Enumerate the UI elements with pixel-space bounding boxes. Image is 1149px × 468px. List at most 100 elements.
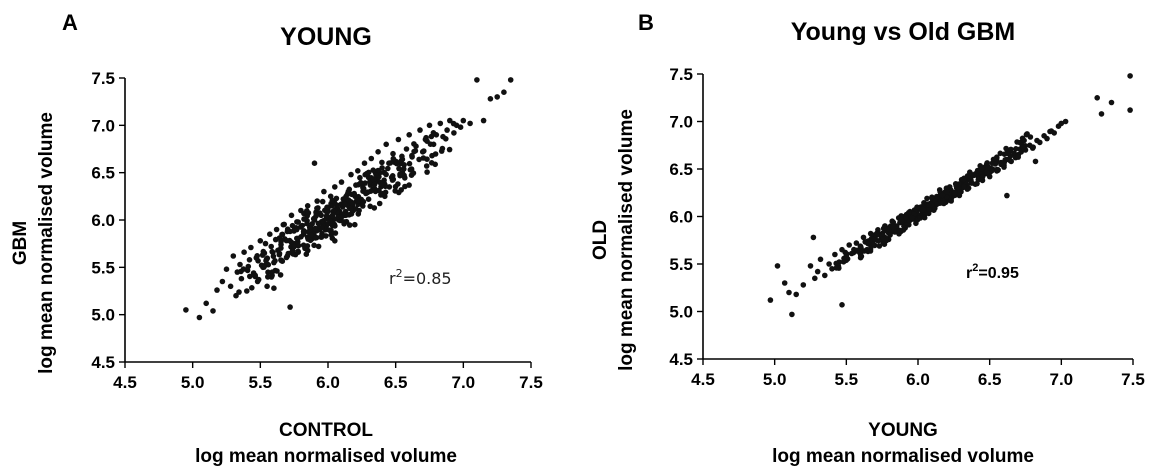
panel-a-data-point xyxy=(447,117,453,124)
panel-b-data-point xyxy=(961,183,967,190)
panel-b-y-tick-label: 7.5 xyxy=(669,65,693,84)
panel-a-ylabel-units: log mean normalised volume xyxy=(36,112,57,374)
panel-a-data-point xyxy=(332,184,338,190)
panel-b-r2-prefix: r xyxy=(966,265,972,282)
panel-a-data-point xyxy=(327,193,334,200)
panel-a-data-point xyxy=(348,171,354,178)
panel-a-data-point xyxy=(324,209,330,215)
panel-b-data-point xyxy=(968,179,974,186)
panel-a-data-point xyxy=(286,237,293,244)
panel-a-data-point xyxy=(278,257,285,264)
panel-b-data-point xyxy=(826,261,832,267)
panel-b-data-point xyxy=(817,256,824,263)
panel-b-data-point xyxy=(960,176,967,183)
panel-a-data-point xyxy=(236,289,242,295)
panel-b-title: Young vs Old GBM xyxy=(791,18,1016,46)
panel-a-y-tick-label: 5.5 xyxy=(91,258,115,277)
panel-b-y-tick-label: 7.0 xyxy=(669,113,693,132)
panel-a-data-point xyxy=(329,197,336,204)
panel-a-data-point xyxy=(332,223,338,229)
panel-a-data-point xyxy=(338,214,345,220)
panel-b-data-point xyxy=(832,251,838,258)
panel-a-data-point xyxy=(406,160,413,167)
panel-b-data-point xyxy=(853,240,860,246)
panel-b-data-point xyxy=(774,263,781,269)
panel-a-data-point xyxy=(283,254,290,261)
panel-a-x-tick-label: 5.5 xyxy=(249,373,273,392)
panel-b-data-point xyxy=(919,206,926,213)
panel-a-data-point xyxy=(318,234,324,240)
panel-b-data-point xyxy=(1098,111,1105,117)
panel-a-data-point xyxy=(284,226,291,232)
panel-b-data-point xyxy=(926,206,932,212)
panel-b-data-point xyxy=(867,245,874,252)
panel-b-data-point xyxy=(934,201,940,208)
panel-a-data-point xyxy=(319,225,325,231)
panel-a-data-point xyxy=(370,167,377,173)
panel-b-data-point xyxy=(848,250,855,257)
panel-a-data-point xyxy=(417,127,423,133)
panel-a-data-point xyxy=(277,272,284,278)
panel-a-data-point xyxy=(262,240,269,247)
panel-b-data-point xyxy=(829,266,835,272)
panel-a-data-point xyxy=(401,162,407,168)
panel-a-data-point xyxy=(249,285,255,291)
panel-a-data-point xyxy=(390,155,397,162)
panel-a-data-point xyxy=(501,89,507,95)
panel-b-data-point xyxy=(903,214,909,221)
panel-a-data-point xyxy=(223,266,230,273)
panel-a-data-point xyxy=(332,230,339,236)
panel-a-data-point xyxy=(432,151,439,157)
panel-a-data-point xyxy=(383,141,390,148)
panel-b-data-point xyxy=(846,242,852,248)
panel-b-data-point xyxy=(857,243,864,249)
panel-a-data-point xyxy=(214,287,220,293)
panel-a-data-point xyxy=(263,256,270,263)
panel-b-data-point xyxy=(994,166,1000,173)
panel-a-data-point xyxy=(457,124,464,130)
panel-a-x-tick-label: 7.5 xyxy=(519,373,543,392)
panel-b-data-point xyxy=(1004,192,1010,199)
panel-b-xlabel: YOUNG xyxy=(868,420,938,441)
panel-a-data-point xyxy=(268,243,275,250)
panel-b-data-point xyxy=(953,182,959,189)
panel-a-data-point xyxy=(203,300,209,307)
panel-a-data-point xyxy=(494,94,501,100)
panel-b-data-point xyxy=(1127,73,1133,79)
panel-a-plot-area: 4.5 5.0 5.5 6.0 6.5 7.0 7.5 4.5 5.0 5.5 6.0 6.5 7.0 7… xyxy=(91,69,542,392)
panel-a-data-point xyxy=(326,227,333,233)
panel-a-data-point xyxy=(312,225,319,232)
panel-a-data-point xyxy=(341,221,347,227)
panel-b-data-point xyxy=(964,173,971,179)
panel-a-data-point xyxy=(385,165,391,172)
panel-a-data-point xyxy=(379,159,385,166)
panel-a-y-tick-label: 6.0 xyxy=(91,211,115,230)
panel-a-title: YOUNG xyxy=(280,23,372,51)
panel-a-data-point xyxy=(327,218,334,224)
panel-a-data-point xyxy=(365,169,372,176)
panel-a-data-point xyxy=(255,276,262,283)
panel-a-data-point xyxy=(342,201,348,208)
panel-a-data-point xyxy=(238,268,244,275)
panel-a-data-point xyxy=(183,307,189,313)
panel-a-data-point xyxy=(321,188,327,195)
panel-a-data-point xyxy=(379,165,385,171)
panel-b-data-point xyxy=(789,311,795,318)
panel-b-data-point xyxy=(800,282,807,288)
panel-a-data-point xyxy=(343,193,349,200)
panel-b-data-point xyxy=(1015,154,1021,160)
panel-a-data-point xyxy=(260,248,267,255)
panel-a-data-point xyxy=(394,160,400,167)
panel-a-data-point xyxy=(467,120,473,127)
panel-b-r2-value: =0.95 xyxy=(978,265,1019,282)
panel-a-data-point xyxy=(245,263,252,270)
panel-a-data-point xyxy=(219,278,226,285)
panel-a-data-point xyxy=(312,235,319,241)
panel-a-data-point xyxy=(278,241,284,248)
panel-a-data-point xyxy=(487,96,494,102)
panel-a-y-tick-label: 6.5 xyxy=(91,164,115,183)
panel-b-data-point xyxy=(793,291,799,298)
panel-a-data-point xyxy=(364,189,371,196)
panel-a-data-point xyxy=(360,198,367,205)
panel-a-data-point xyxy=(273,226,280,233)
